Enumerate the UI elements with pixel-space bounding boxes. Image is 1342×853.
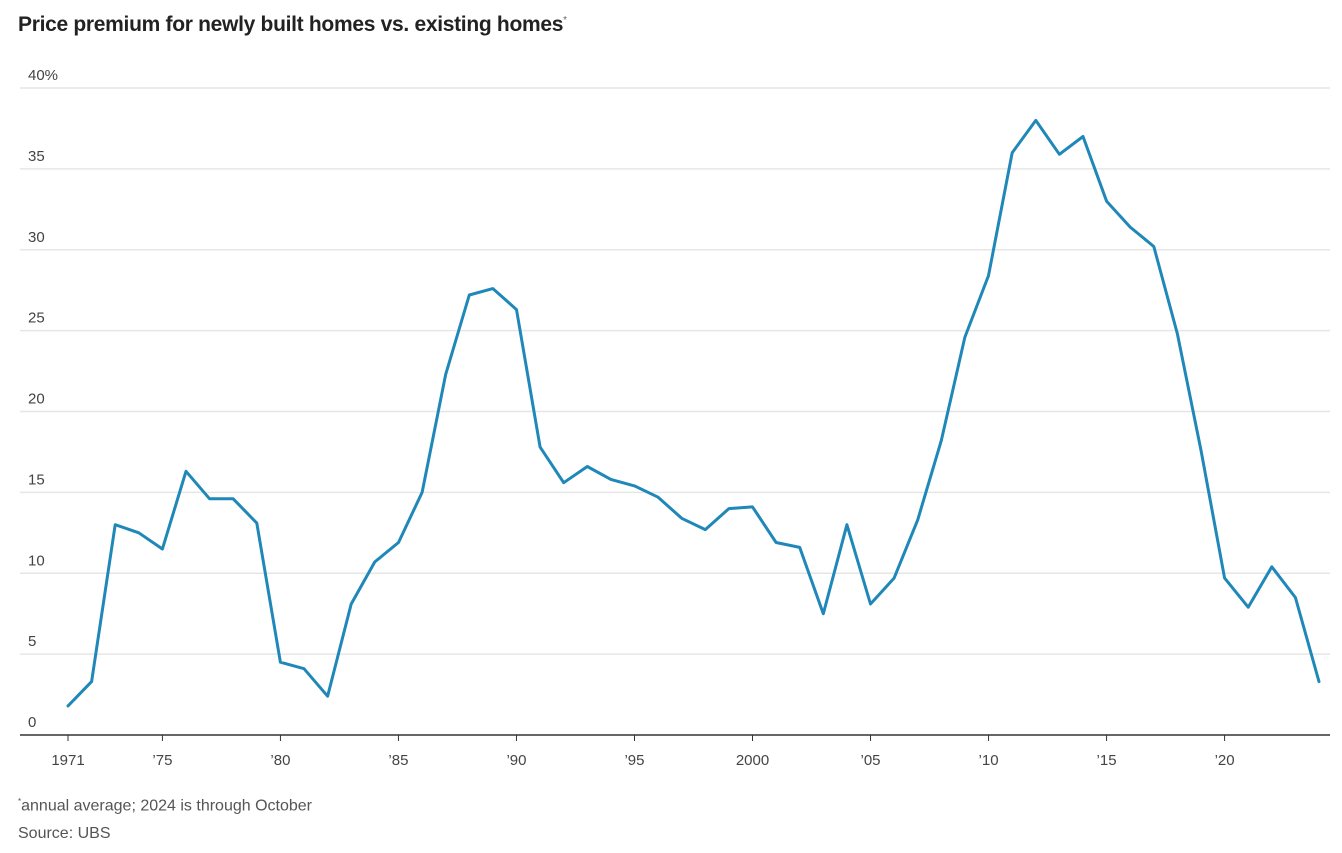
- y-tick-label: 40%: [28, 67, 58, 84]
- x-tick-label: ’20: [1215, 752, 1235, 769]
- chart-title: Price premium for newly built homes vs. …: [18, 13, 567, 37]
- x-tick-label: ’85: [388, 752, 408, 769]
- y-tick-label: 30: [28, 229, 45, 246]
- y-tick-label: 35: [28, 148, 45, 165]
- x-tick-label: ’05: [861, 752, 881, 769]
- x-tick-label: ’15: [1097, 752, 1117, 769]
- series-layer: [66, 118, 1321, 708]
- x-tick-label: ’10: [979, 752, 999, 769]
- y-tick-label: 25: [28, 310, 45, 327]
- series-line: [66, 118, 1321, 708]
- footnote-text: annual average; 2024 is through October: [21, 797, 312, 815]
- x-tick-label: ’80: [270, 752, 290, 769]
- x-axis-ticks: 1971 ’75 ’80 ’85 ’90 ’95 2000 ’05 ’10 ’15 ’20: [51, 735, 1235, 769]
- chart-title-text: Price premium for newly built homes vs. …: [18, 13, 564, 36]
- gridlines: [20, 87, 1330, 736]
- source-note: Source: UBS: [18, 825, 111, 842]
- x-tick-label: ’90: [506, 752, 526, 769]
- footnote-marker: *: [18, 797, 22, 806]
- x-tick-label: ’75: [152, 752, 172, 769]
- y-tick-label: 10: [28, 552, 45, 569]
- x-tick-label: 2000: [736, 752, 769, 769]
- title-footnote-marker: *: [563, 15, 567, 26]
- x-tick-label: 1971: [51, 752, 84, 769]
- y-tick-label: 0: [28, 714, 36, 731]
- y-tick-label: 20: [28, 391, 45, 408]
- x-tick-label: ’95: [624, 752, 644, 769]
- y-tick-label: 15: [28, 471, 45, 488]
- y-tick-label: 5: [28, 633, 36, 650]
- footnote: *annual average; 2024 is through October: [18, 797, 312, 815]
- y-axis-ticks: 0 5 10 15 20 25 30 35 40%: [28, 67, 58, 731]
